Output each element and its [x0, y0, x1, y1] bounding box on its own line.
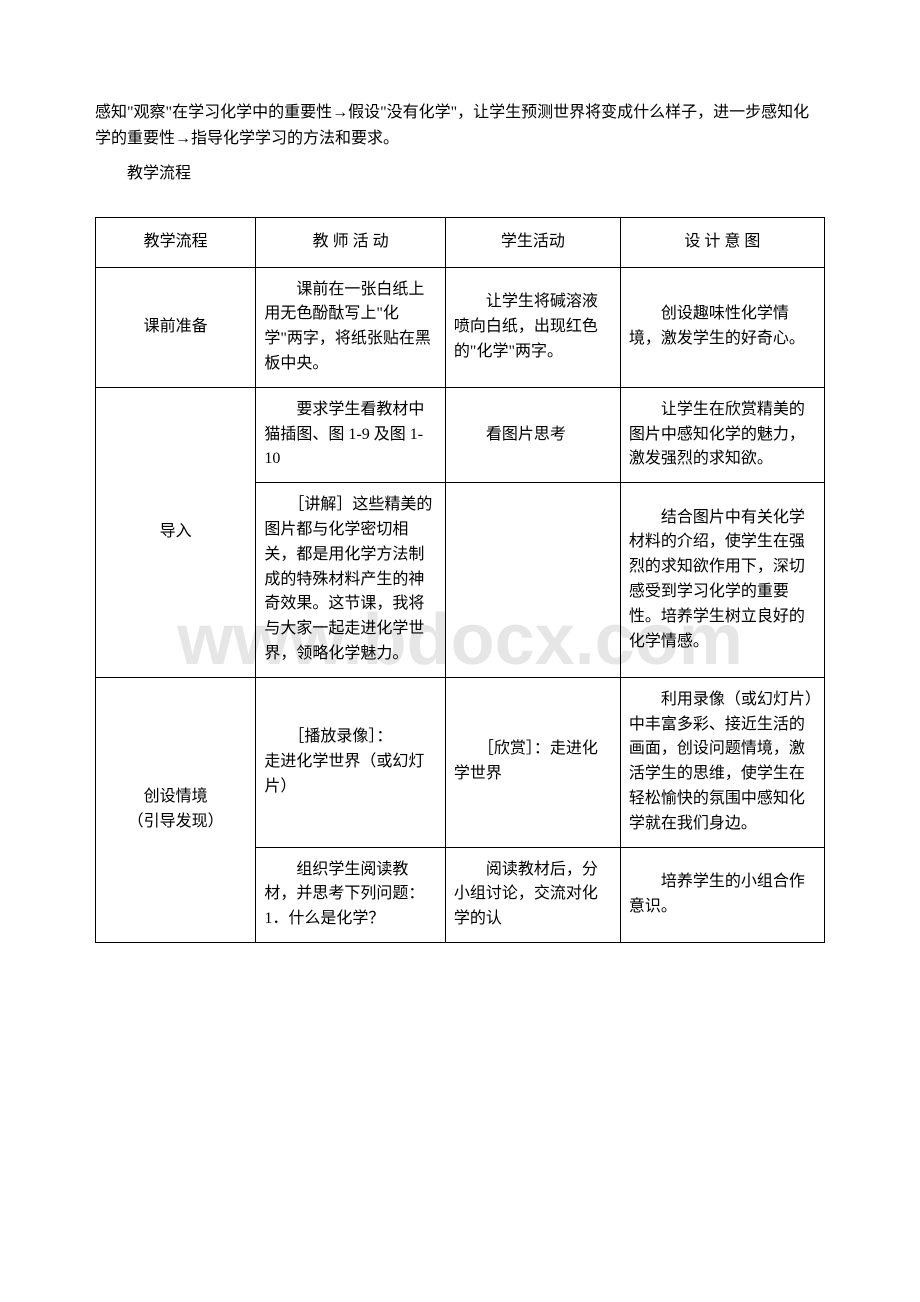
cell-teacher: 要求学生看教材中猫插图、图 1-9 及图 1-10: [256, 387, 446, 482]
cell-design: 培养学生的小组合作意识。: [620, 847, 824, 942]
teaching-flow-table: 教学流程 教 师 活 动 学生活动 设 计 意 图 课前准备 课前在一张白纸上用…: [95, 217, 825, 943]
cell-flow: 课前准备: [96, 267, 256, 387]
cell-teacher: 组织学生阅读教材，并思考下列问题：1．什么是化学？: [256, 847, 446, 942]
cell-student: 让学生将碱溶液喷向白纸，出现红色的"化学"两字。: [445, 267, 620, 387]
header-col1: 教学流程: [96, 217, 256, 267]
cell-design: 结合图片中有关化学材料的介绍，使学生在强烈的求知欲作用下，深切感受到学习化学的重…: [620, 483, 824, 678]
header-col4: 设 计 意 图: [620, 217, 824, 267]
cell-design: 利用录像（或幻灯片）中丰富多彩、接近生活的画面，创设问题情境，激活学生的思维，使…: [620, 677, 824, 847]
cell-student: ［欣赏］：走进化学世界: [445, 677, 620, 847]
cell-design: 创设趣味性化学情境，激发学生的好奇心。: [620, 267, 824, 387]
cell-teacher: ［播放录像］：走进化学世界（或幻灯片）: [256, 677, 446, 847]
intro-paragraph: 感知"观察"在学习化学中的重要性→假设"没有化学"，让学生预测世界将变成什么样子…: [95, 100, 825, 151]
table-row: 课前准备 课前在一张白纸上用无色酚酞写上"化学"两字，将纸张贴在黑板中央。 让学…: [96, 267, 825, 387]
cell-student: [445, 483, 620, 678]
cell-flow: 导入: [96, 387, 256, 677]
cell-student: 看图片思考: [445, 387, 620, 482]
table-row: 导入 要求学生看教材中猫插图、图 1-9 及图 1-10 看图片思考 让学生在欣…: [96, 387, 825, 482]
cell-teacher: ［讲解］这些精美的图片都与化学密切相关，都是用化学方法制成的特殊材料产生的神奇效…: [256, 483, 446, 678]
table-row: 创设情境（引导发现） ［播放录像］：走进化学世界（或幻灯片） ［欣赏］：走进化学…: [96, 677, 825, 847]
cell-design: 让学生在欣赏精美的图片中感知化学的魅力，激发强烈的求知欲。: [620, 387, 824, 482]
cell-flow: 创设情境（引导发现）: [96, 677, 256, 942]
table-header-row: 教学流程 教 师 活 动 学生活动 设 计 意 图: [96, 217, 825, 267]
header-col2: 教 师 活 动: [256, 217, 446, 267]
header-col3: 学生活动: [445, 217, 620, 267]
cell-student: 阅读教材后，分小组讨论，交流对化学的认: [445, 847, 620, 942]
cell-teacher: 课前在一张白纸上用无色酚酞写上"化学"两字，将纸张贴在黑板中央。: [256, 267, 446, 387]
section-title: 教学流程: [95, 161, 825, 187]
